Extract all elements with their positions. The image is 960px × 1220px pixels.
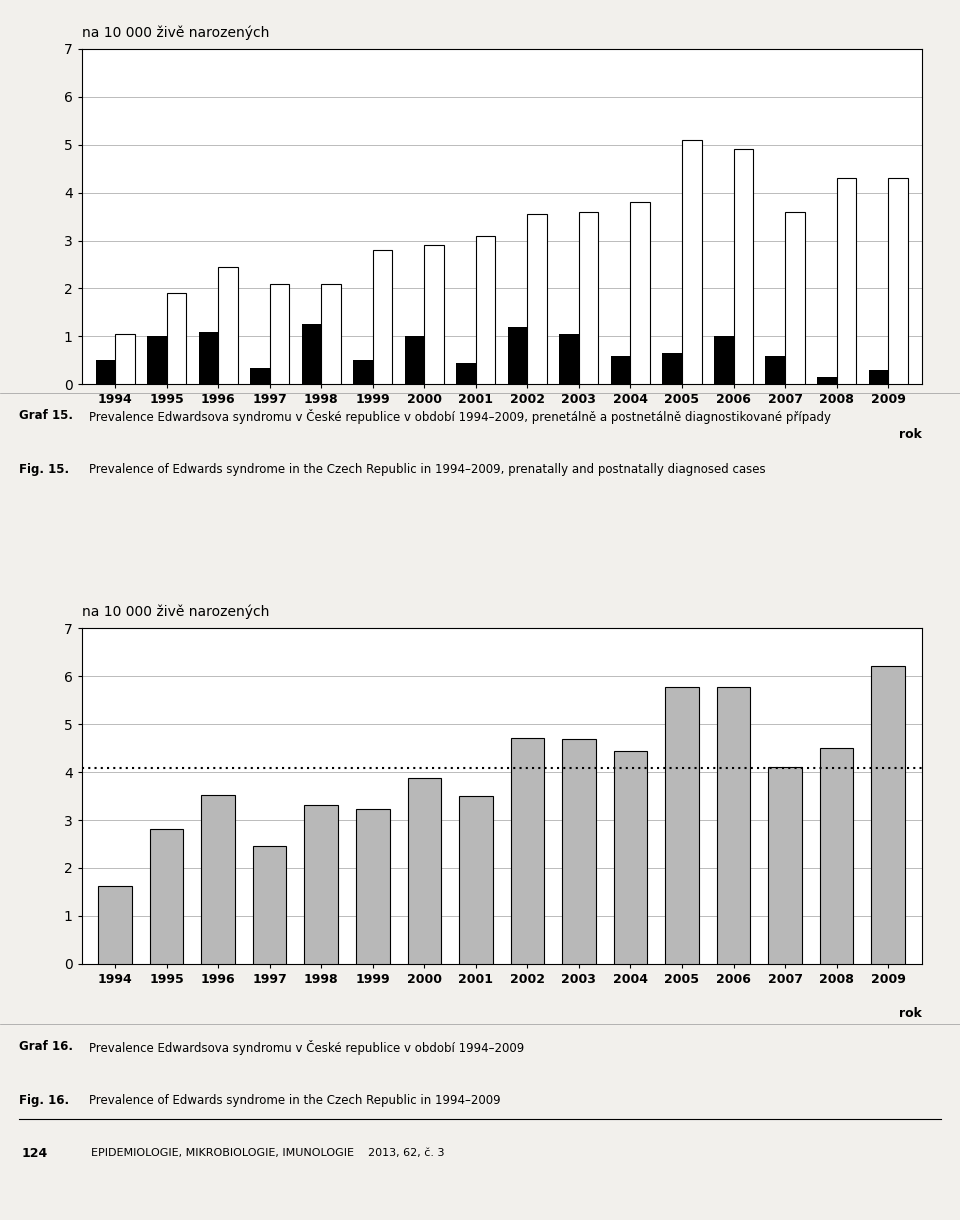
Bar (150, 828, 183, 964)
Text: Prevalence Edwardsova syndromu v České republice v období 1994–2009: Prevalence Edwardsova syndromu v České r… (89, 1041, 524, 1055)
Bar (527, 215, 547, 384)
Bar (611, 355, 631, 384)
Bar (820, 748, 853, 964)
Bar (768, 767, 802, 964)
Bar (270, 283, 289, 384)
Bar (733, 150, 753, 384)
Text: Prevalence of Edwards syndrome in the Czech Republic in 1994–2009: Prevalence of Edwards syndrome in the Cz… (89, 1094, 501, 1107)
Text: Prevalence Edwardsova syndromu v České republice v období 1994–2009, prenetálně : Prevalence Edwardsova syndromu v České r… (89, 410, 831, 425)
Bar (456, 362, 476, 384)
Text: rok: rok (899, 1008, 922, 1020)
Bar (476, 235, 495, 384)
Bar (508, 327, 527, 384)
Bar (631, 203, 650, 384)
Bar (424, 245, 444, 384)
Bar (714, 337, 733, 384)
Bar (872, 666, 905, 964)
Bar (785, 212, 804, 384)
Text: Fig. 15.: Fig. 15. (19, 464, 69, 476)
Text: EPIDEMIOLOGIE, MIKROBIOLOGIE, IMUNOLOGIE    2013, 62, č. 3: EPIDEMIOLOGIE, MIKROBIOLOGIE, IMUNOLOGIE… (91, 1148, 444, 1159)
Bar (218, 267, 238, 384)
Text: rok: rok (899, 428, 922, 440)
Bar (147, 337, 167, 384)
Bar (115, 334, 134, 384)
Bar (408, 778, 441, 964)
Bar (356, 810, 390, 964)
Bar (459, 797, 492, 964)
Text: 124: 124 (21, 1147, 47, 1160)
Bar (95, 360, 115, 384)
Bar (560, 334, 579, 384)
Bar (563, 738, 595, 964)
Bar (511, 738, 544, 964)
Bar (202, 794, 235, 964)
Text: Fig. 16.: Fig. 16. (19, 1094, 69, 1107)
Bar (717, 687, 751, 964)
Bar (251, 367, 270, 384)
Bar (322, 283, 341, 384)
Text: na 10 000 živě narozených: na 10 000 živě narozených (82, 26, 269, 40)
Bar (301, 325, 322, 384)
Bar (199, 332, 218, 384)
Text: Prevalence of Edwards syndrome in the Czech Republic in 1994–2009, prenatally an: Prevalence of Edwards syndrome in the Cz… (89, 464, 766, 476)
Bar (817, 377, 836, 384)
Bar (888, 178, 908, 384)
Text: Graf 16.: Graf 16. (19, 1041, 73, 1053)
Bar (579, 212, 598, 384)
Bar (613, 752, 647, 964)
Bar (836, 178, 856, 384)
Bar (869, 370, 888, 384)
Bar (304, 805, 338, 964)
Bar (765, 355, 785, 384)
Bar (682, 140, 702, 384)
Bar (252, 847, 286, 964)
Bar (405, 337, 424, 384)
Text: na 10 000 živě narozených: na 10 000 živě narozených (82, 604, 269, 619)
Bar (665, 687, 699, 964)
Bar (662, 353, 682, 384)
Bar (353, 360, 372, 384)
Bar (372, 250, 393, 384)
Text: Graf 15.: Graf 15. (19, 410, 73, 422)
Bar (167, 293, 186, 384)
Bar (98, 886, 132, 964)
